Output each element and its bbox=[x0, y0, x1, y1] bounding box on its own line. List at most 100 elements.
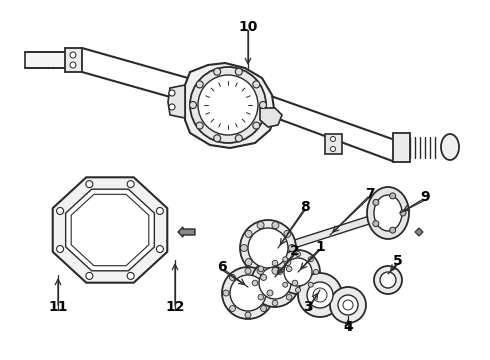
Circle shape bbox=[222, 267, 274, 319]
Circle shape bbox=[307, 282, 333, 308]
Polygon shape bbox=[260, 211, 385, 259]
Circle shape bbox=[390, 193, 395, 199]
Circle shape bbox=[229, 306, 235, 311]
Circle shape bbox=[298, 273, 342, 317]
Circle shape bbox=[214, 68, 220, 75]
Circle shape bbox=[283, 257, 288, 262]
Circle shape bbox=[338, 295, 358, 315]
Text: 11: 11 bbox=[48, 300, 68, 314]
Circle shape bbox=[295, 288, 300, 292]
Circle shape bbox=[284, 258, 291, 266]
Circle shape bbox=[292, 280, 298, 286]
Circle shape bbox=[373, 221, 379, 226]
Circle shape bbox=[214, 135, 220, 142]
Circle shape bbox=[253, 81, 260, 88]
Circle shape bbox=[314, 270, 318, 274]
Circle shape bbox=[241, 244, 247, 252]
Circle shape bbox=[257, 267, 264, 274]
Text: 3: 3 bbox=[303, 300, 313, 314]
Text: 4: 4 bbox=[343, 320, 353, 334]
Circle shape bbox=[198, 75, 258, 135]
Circle shape bbox=[235, 68, 243, 75]
Polygon shape bbox=[66, 189, 154, 271]
Circle shape bbox=[251, 259, 299, 307]
Text: 12: 12 bbox=[165, 300, 185, 314]
Circle shape bbox=[245, 230, 252, 237]
Circle shape bbox=[277, 270, 283, 274]
Ellipse shape bbox=[374, 195, 402, 231]
Circle shape bbox=[272, 300, 278, 306]
Circle shape bbox=[57, 246, 64, 252]
Circle shape bbox=[127, 181, 134, 188]
Polygon shape bbox=[185, 63, 275, 148]
Circle shape bbox=[223, 290, 229, 296]
Circle shape bbox=[258, 266, 264, 272]
Text: 9: 9 bbox=[420, 190, 430, 204]
Polygon shape bbox=[260, 108, 282, 127]
Circle shape bbox=[283, 282, 288, 287]
Circle shape bbox=[308, 257, 313, 262]
Circle shape bbox=[261, 306, 267, 311]
Polygon shape bbox=[393, 133, 410, 162]
Polygon shape bbox=[415, 228, 423, 236]
Text: 8: 8 bbox=[300, 200, 310, 214]
Circle shape bbox=[295, 252, 300, 256]
Text: 2: 2 bbox=[290, 244, 300, 258]
Circle shape bbox=[261, 274, 267, 280]
Polygon shape bbox=[325, 134, 342, 154]
Circle shape bbox=[156, 246, 163, 252]
Circle shape bbox=[286, 266, 292, 272]
Circle shape bbox=[272, 260, 278, 266]
Circle shape bbox=[86, 181, 93, 188]
Circle shape bbox=[253, 122, 260, 129]
Circle shape bbox=[245, 268, 251, 274]
Circle shape bbox=[267, 290, 273, 296]
Circle shape bbox=[272, 222, 279, 229]
Circle shape bbox=[284, 258, 312, 286]
Polygon shape bbox=[168, 85, 185, 118]
Circle shape bbox=[70, 52, 76, 58]
Circle shape bbox=[373, 199, 379, 206]
Text: 6: 6 bbox=[217, 260, 227, 274]
Circle shape bbox=[260, 102, 267, 108]
Circle shape bbox=[156, 207, 163, 215]
Circle shape bbox=[258, 294, 264, 300]
Text: 1: 1 bbox=[315, 240, 325, 254]
Ellipse shape bbox=[367, 187, 409, 239]
Circle shape bbox=[196, 81, 203, 88]
Circle shape bbox=[400, 210, 406, 216]
Circle shape bbox=[169, 90, 175, 96]
Circle shape bbox=[272, 267, 279, 274]
Polygon shape bbox=[65, 48, 82, 72]
Text: 5: 5 bbox=[393, 254, 403, 268]
Text: 10: 10 bbox=[238, 20, 258, 34]
Circle shape bbox=[284, 230, 291, 237]
Circle shape bbox=[374, 266, 402, 294]
Circle shape bbox=[245, 312, 251, 318]
Polygon shape bbox=[71, 194, 149, 266]
Circle shape bbox=[57, 207, 64, 215]
Circle shape bbox=[289, 244, 295, 252]
Circle shape bbox=[86, 273, 93, 279]
Circle shape bbox=[286, 294, 292, 300]
Circle shape bbox=[276, 250, 320, 294]
Circle shape bbox=[252, 280, 258, 286]
Circle shape bbox=[190, 102, 196, 108]
Circle shape bbox=[248, 228, 288, 268]
Circle shape bbox=[240, 220, 296, 276]
Circle shape bbox=[308, 282, 313, 287]
Polygon shape bbox=[178, 227, 195, 237]
Circle shape bbox=[229, 274, 235, 280]
Circle shape bbox=[390, 227, 395, 233]
Circle shape bbox=[245, 258, 252, 266]
Circle shape bbox=[196, 122, 203, 129]
Circle shape bbox=[190, 67, 266, 143]
Circle shape bbox=[127, 273, 134, 279]
Circle shape bbox=[330, 287, 366, 323]
Circle shape bbox=[169, 104, 175, 110]
Circle shape bbox=[380, 272, 396, 288]
Polygon shape bbox=[53, 177, 167, 283]
Circle shape bbox=[257, 222, 264, 229]
Circle shape bbox=[330, 136, 336, 141]
Circle shape bbox=[70, 62, 76, 68]
